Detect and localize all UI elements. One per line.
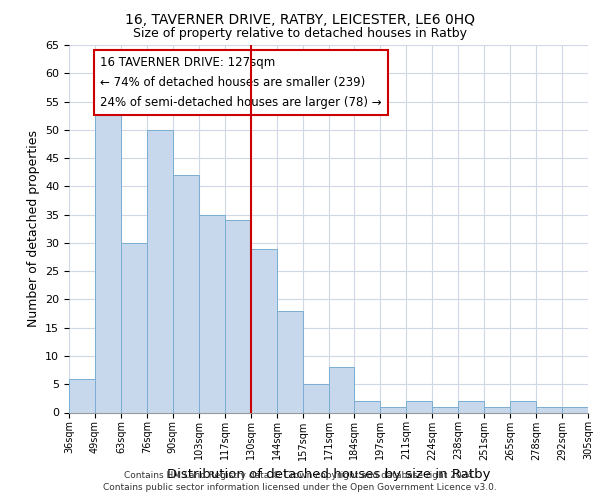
Bar xyxy=(329,368,355,412)
X-axis label: Distribution of detached houses by size in Ratby: Distribution of detached houses by size … xyxy=(167,468,490,481)
Bar xyxy=(562,407,588,412)
Bar xyxy=(147,130,173,412)
Text: 16 TAVERNER DRIVE: 127sqm
← 74% of detached houses are smaller (239)
24% of semi: 16 TAVERNER DRIVE: 127sqm ← 74% of detac… xyxy=(100,56,382,109)
Bar xyxy=(251,248,277,412)
Y-axis label: Number of detached properties: Number of detached properties xyxy=(26,130,40,327)
Bar xyxy=(199,214,224,412)
Bar xyxy=(406,401,432,412)
Bar xyxy=(95,113,121,412)
Bar xyxy=(69,378,95,412)
Bar xyxy=(458,401,484,412)
Bar xyxy=(225,220,251,412)
Text: Contains HM Land Registry data © Crown copyright and database right 2024.
Contai: Contains HM Land Registry data © Crown c… xyxy=(103,471,497,492)
Bar xyxy=(277,310,302,412)
Bar xyxy=(302,384,329,412)
Bar xyxy=(380,407,406,412)
Bar xyxy=(510,401,536,412)
Text: 16, TAVERNER DRIVE, RATBY, LEICESTER, LE6 0HQ: 16, TAVERNER DRIVE, RATBY, LEICESTER, LE… xyxy=(125,12,475,26)
Text: Size of property relative to detached houses in Ratby: Size of property relative to detached ho… xyxy=(133,28,467,40)
Bar xyxy=(355,401,380,412)
Bar xyxy=(484,407,510,412)
Bar xyxy=(433,407,458,412)
Bar xyxy=(173,175,199,412)
Bar xyxy=(121,243,147,412)
Bar xyxy=(536,407,562,412)
